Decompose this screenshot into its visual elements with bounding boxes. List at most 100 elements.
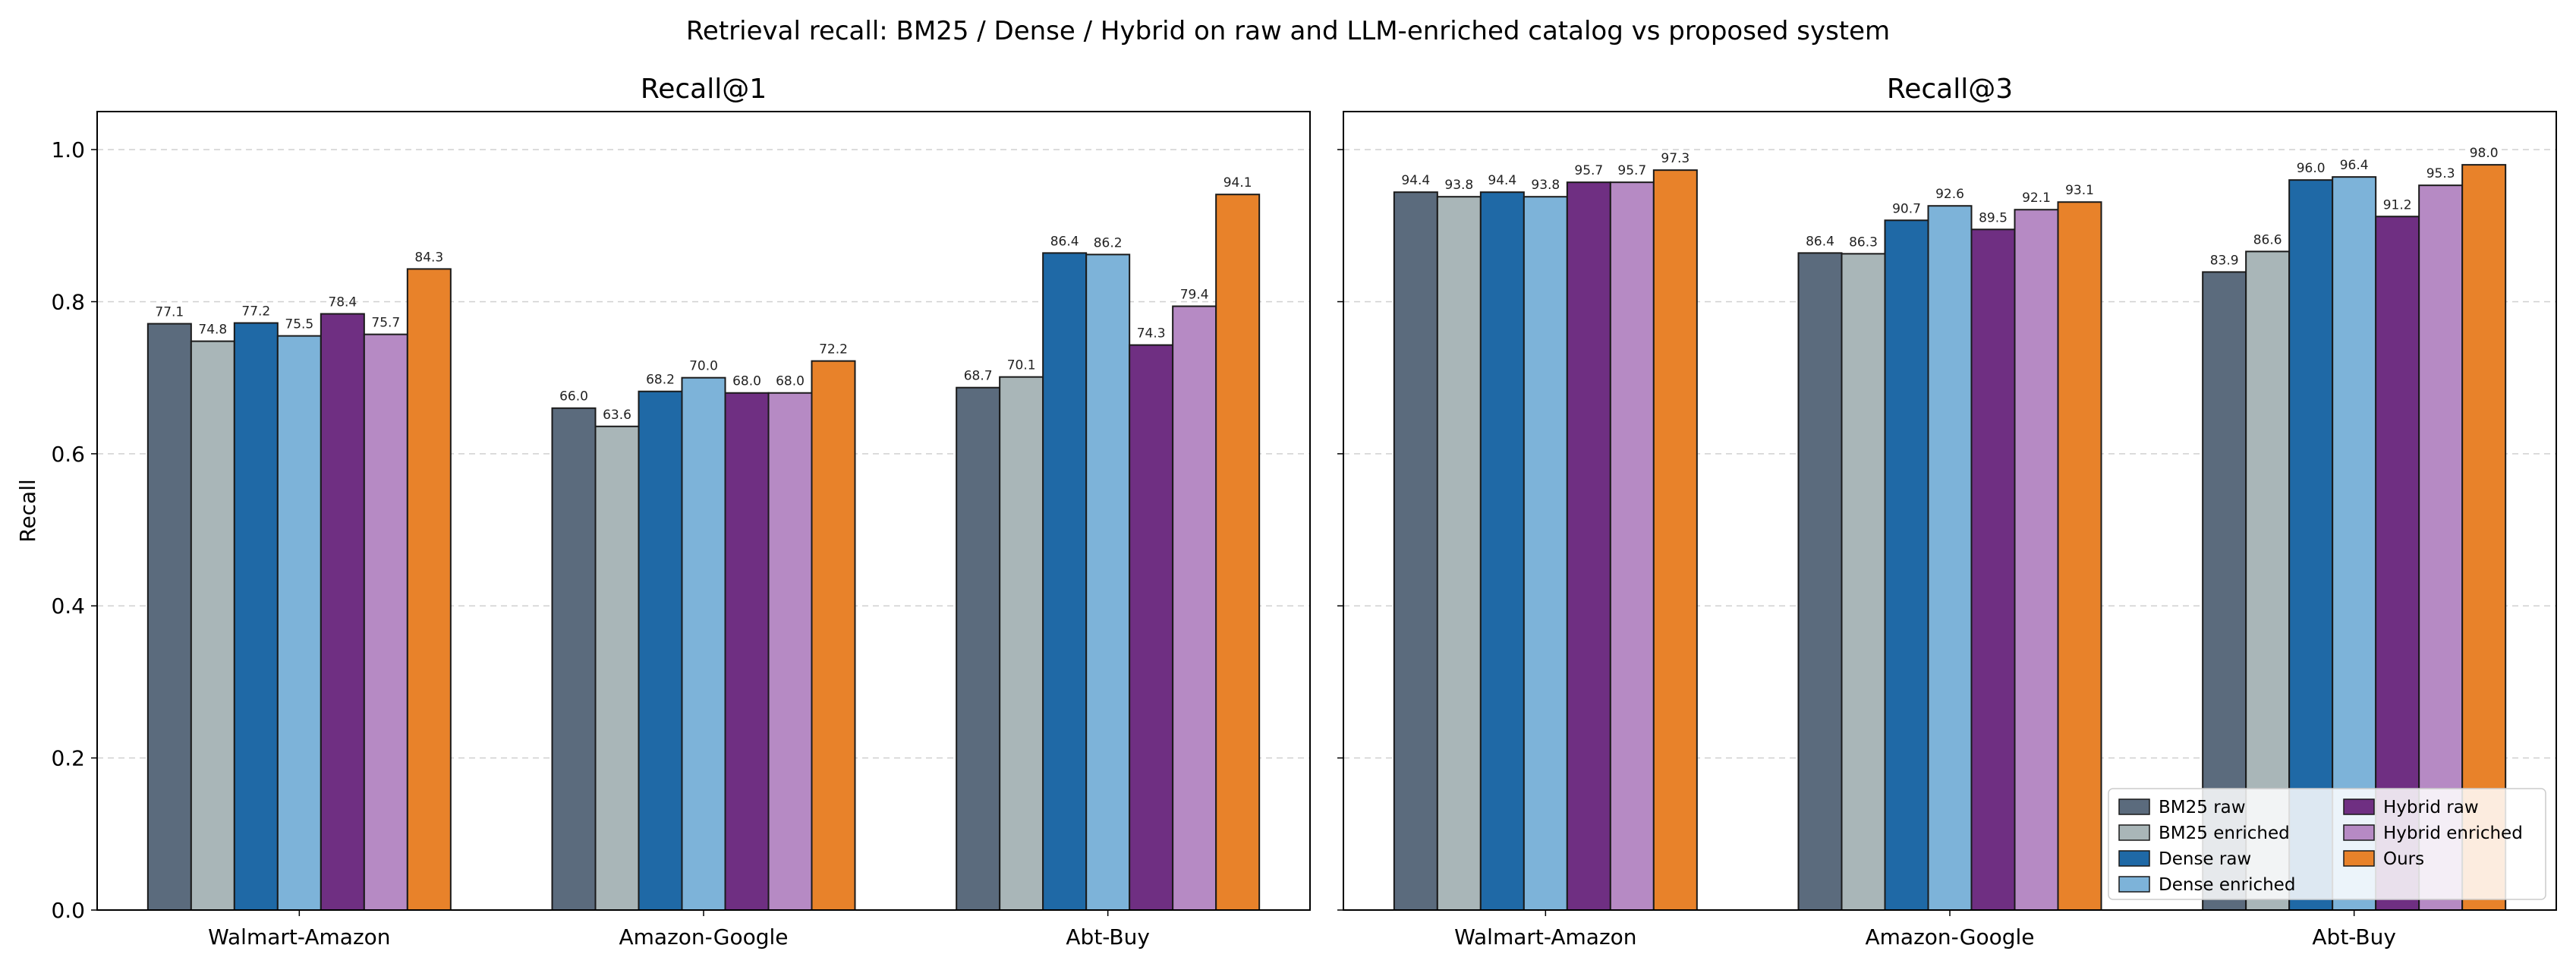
legend-item-dense-raw: Dense raw — [2118, 849, 2251, 869]
bar-bm25-enriched-amazon-google — [1841, 253, 1886, 911]
panel-title: Recall@3 — [1887, 74, 2013, 105]
panel-title: Recall@1 — [641, 74, 767, 105]
bar-bm25-raw-abt-buy — [956, 386, 1001, 912]
bar-hybrid-enriched-amazon-google — [767, 392, 813, 911]
bar-value-label: 68.2 — [646, 373, 675, 388]
bar-value-label: 75.7 — [371, 316, 400, 331]
bar-value-label: 86.6 — [2253, 232, 2282, 247]
bar-value-label: 86.2 — [1094, 235, 1123, 250]
bar-value-label: 78.4 — [328, 295, 357, 310]
bar-hybrid-enriched-amazon-google — [2014, 209, 2059, 911]
legend-label: BM25 raw — [2159, 798, 2246, 817]
bar-value-label: 63.6 — [603, 408, 631, 423]
bar-value-label: 74.3 — [1137, 326, 1166, 342]
bar-hybrid-enriched-walmart-amazon — [363, 333, 408, 911]
bar-value-label: 98.0 — [2470, 146, 2499, 161]
bar-bm25-raw-amazon-google — [551, 407, 597, 911]
bar-value-label: 72.2 — [819, 342, 848, 357]
legend-swatch — [2343, 798, 2375, 815]
bar-value-label: 79.4 — [1180, 287, 1209, 302]
y-tick-label: 0.8 — [51, 289, 85, 314]
y-axis-label: Recall — [15, 479, 40, 543]
bar-ours-abt-buy — [1215, 194, 1261, 911]
bar-dense-raw-walmart-amazon — [1479, 191, 1525, 911]
y-tick-label: 1.0 — [51, 137, 85, 162]
panel-recall-at-1: 0.0 0.2 0.4 0.6 0.8 1.0 77.1 74.8 77.2 75.5 78.4 75… — [15, 74, 1311, 950]
bar-value-label: 70.1 — [1007, 358, 1036, 373]
bar-value-label: 84.3 — [414, 250, 443, 265]
legend-label: Dense raw — [2159, 849, 2251, 869]
bar-hybrid-enriched-abt-buy — [1172, 305, 1217, 911]
bar-dense-enriched-walmart-amazon — [1523, 196, 1568, 912]
bar-hybrid-raw-abt-buy — [1129, 344, 1174, 911]
legend-label: Dense enriched — [2159, 875, 2295, 895]
legend-label: Hybrid raw — [2383, 798, 2479, 817]
legend-label: Ours — [2383, 849, 2424, 869]
legend-item-bm25-raw: BM25 raw — [2118, 798, 2246, 817]
figure-title: Retrieval recall: BM25 / Dense / Hybrid … — [686, 16, 1890, 46]
bar-hybrid-enriched-walmart-amazon — [1609, 181, 1655, 912]
bar-value-label: 94.4 — [1401, 173, 1430, 188]
bar-dense-raw-amazon-google — [638, 390, 683, 911]
bar-value-label: 83.9 — [2210, 253, 2239, 268]
bar-value-label: 95.7 — [1617, 163, 1646, 178]
y-tick-label: 0.4 — [51, 594, 85, 619]
bar-ours-amazon-google — [811, 360, 856, 911]
bar-dense-enriched-walmart-amazon — [276, 335, 322, 911]
bar-value-label: 68.0 — [776, 374, 805, 389]
bar-value-label: 94.1 — [1223, 175, 1252, 191]
y-tick-label: 0.6 — [51, 442, 85, 467]
legend-swatch — [2118, 798, 2150, 815]
x-tick-label-amazon-google: Amazon-Google — [619, 924, 788, 950]
bar-value-label: 96.4 — [2340, 158, 2369, 173]
bar-value-label: 95.7 — [1574, 163, 1603, 178]
bar-dense-enriched-amazon-google — [1927, 205, 1973, 911]
bar-value-label: 66.0 — [559, 389, 588, 405]
bar-value-label: 93.1 — [2065, 183, 2094, 198]
bar-value-label: 77.2 — [241, 304, 270, 320]
legend-swatch — [2343, 824, 2375, 841]
bar-value-label: 93.8 — [1444, 178, 1473, 193]
bar-value-label: 70.0 — [689, 359, 718, 374]
bar-dense-raw-amazon-google — [1884, 219, 1929, 911]
bar-ours-abt-buy — [2461, 164, 2507, 911]
bar-ours-amazon-google — [2057, 201, 2102, 911]
bar-bm25-raw-walmart-amazon — [146, 323, 192, 911]
x-tick-label-walmart-amazon: Walmart-Amazon — [1454, 924, 1636, 950]
bar-hybrid-raw-walmart-amazon — [320, 313, 365, 911]
bar-value-label: 90.7 — [1892, 201, 1921, 216]
legend-box — [2108, 788, 2546, 900]
bar-ours-walmart-amazon — [1652, 169, 1698, 911]
bar-value-label: 86.3 — [1849, 235, 1878, 250]
bar-value-label: 68.0 — [732, 374, 761, 389]
bar-dense-enriched-abt-buy — [1085, 254, 1131, 911]
bar-hybrid-raw-amazon-google — [724, 392, 770, 911]
bar-bm25-enriched-walmart-amazon — [190, 340, 235, 911]
legend-swatch — [2118, 850, 2150, 867]
legend-item-bm25-enriched: BM25 enriched — [2118, 824, 2290, 843]
bar-bm25-enriched-walmart-amazon — [1436, 196, 1482, 912]
legend-item-ours: Ours — [2343, 849, 2424, 869]
x-tick-label-amazon-google: Amazon-Google — [1865, 924, 2034, 950]
legend-swatch — [2343, 850, 2375, 867]
legend-swatch — [2118, 876, 2150, 893]
bar-value-label: 68.7 — [964, 369, 993, 384]
bar-dense-raw-walmart-amazon — [233, 322, 279, 911]
bar-value-label: 74.8 — [198, 323, 227, 338]
bar-ours-walmart-amazon — [406, 268, 452, 911]
x-tick-label-abt-buy: Abt-Buy — [1066, 924, 1150, 950]
bar-bm25-enriched-amazon-google — [594, 425, 640, 911]
legend-label: BM25 enriched — [2159, 824, 2290, 843]
bar-value-label: 92.6 — [1935, 187, 1964, 202]
x-tick-label-walmart-amazon: Walmart-Amazon — [208, 924, 390, 950]
bar-value-label: 75.5 — [285, 317, 313, 332]
bar-bm25-raw-amazon-google — [1797, 252, 1843, 911]
bar-dense-raw-abt-buy — [1042, 252, 1088, 911]
bar-value-label: 77.1 — [155, 305, 184, 320]
bar-value-label: 92.1 — [2022, 191, 2051, 206]
axes-frame — [1343, 111, 2557, 911]
y-tick-label: 0.2 — [51, 746, 85, 771]
bar-value-label: 96.0 — [2297, 161, 2326, 176]
bar-value-label: 86.4 — [1050, 234, 1079, 249]
